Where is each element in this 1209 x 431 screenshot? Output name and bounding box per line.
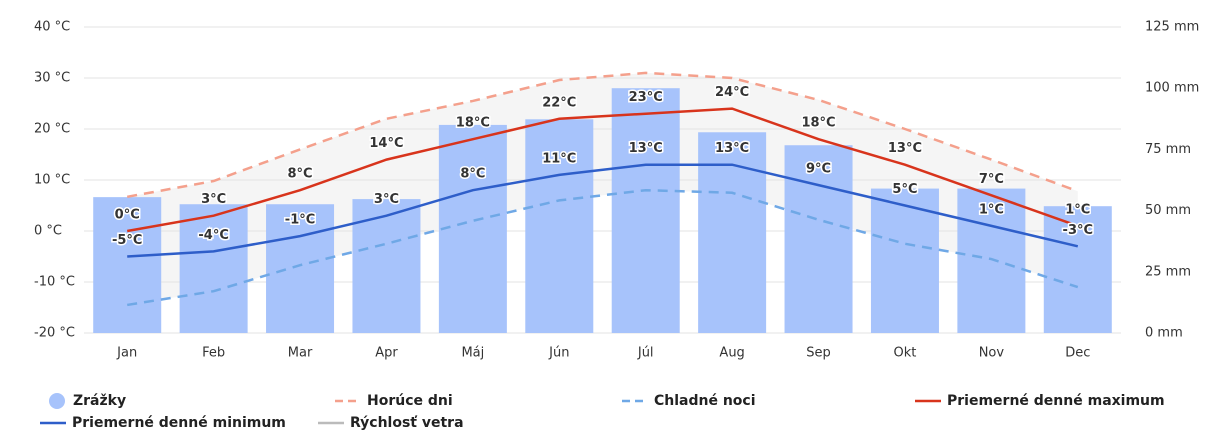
data-label: -5°C bbox=[112, 233, 142, 248]
x-tick-label: Mar bbox=[288, 346, 313, 361]
y-tick-label: 10 °C bbox=[34, 173, 70, 188]
y-tick-label: 40 °C bbox=[34, 20, 70, 35]
data-label: 22°C bbox=[542, 95, 576, 110]
y2-tick-label: 0 mm bbox=[1145, 326, 1183, 341]
data-label: 8°C bbox=[460, 167, 485, 182]
y2-tick-label: 25 mm bbox=[1145, 264, 1191, 279]
data-label: 1°C bbox=[979, 202, 1004, 217]
bar bbox=[438, 124, 507, 333]
data-label: 13°C bbox=[715, 141, 749, 156]
bar bbox=[1043, 206, 1112, 333]
legend-label: Priemerné denné minimum bbox=[72, 415, 286, 431]
bar bbox=[611, 88, 680, 333]
bar bbox=[525, 119, 594, 333]
line bbox=[126, 71, 1079, 199]
data-label: 5°C bbox=[892, 182, 917, 197]
x-tick-label: Jún bbox=[548, 346, 569, 361]
x-tick-label: Apr bbox=[375, 346, 398, 361]
data-label: 14°C bbox=[369, 136, 403, 151]
x-tick-label: Sep bbox=[806, 346, 831, 361]
data-label: 9°C bbox=[806, 162, 831, 177]
y-tick-label: 20 °C bbox=[34, 122, 70, 137]
y-tick-label: 30 °C bbox=[34, 71, 70, 86]
line bbox=[127, 163, 1079, 258]
y2-tick-label: 125 mm bbox=[1145, 20, 1199, 35]
bar bbox=[870, 188, 939, 333]
data-label: 0°C bbox=[115, 208, 140, 223]
y-tick-label: -10 °C bbox=[34, 275, 75, 290]
x-tick-label: Júl bbox=[637, 346, 654, 361]
data-label: -4°C bbox=[198, 228, 228, 243]
data-label: 13°C bbox=[888, 141, 922, 156]
x-tick-label: Aug bbox=[719, 346, 744, 361]
legend-label: Horúce dni bbox=[367, 393, 453, 409]
data-label: 3°C bbox=[201, 192, 226, 207]
y-tick-label: -20 °C bbox=[34, 326, 75, 341]
data-label: 24°C bbox=[715, 85, 749, 100]
x-tick-label: Dec bbox=[1065, 346, 1090, 361]
legend-label: Priemerné denné maximum bbox=[947, 393, 1165, 409]
bar bbox=[266, 204, 335, 333]
data-label: 1°C bbox=[1065, 202, 1090, 217]
bar bbox=[784, 145, 853, 333]
bar bbox=[352, 199, 421, 333]
x-tick-label: Feb bbox=[202, 346, 225, 361]
bar bbox=[93, 197, 162, 333]
data-label: 23°C bbox=[629, 90, 663, 105]
data-label: 13°C bbox=[629, 141, 663, 156]
bar bbox=[957, 188, 1026, 333]
legend-label: Rýchlosť vetra bbox=[350, 415, 464, 431]
data-label: -1°C bbox=[285, 213, 315, 228]
legend-label: Zrážky bbox=[73, 393, 126, 409]
y-tick-label: 0 °C bbox=[34, 224, 62, 239]
data-label: 18°C bbox=[801, 116, 835, 131]
x-tick-label: Okt bbox=[894, 346, 917, 361]
legend-marker bbox=[49, 393, 65, 409]
data-label: 11°C bbox=[542, 151, 576, 166]
y2-tick-label: 100 mm bbox=[1145, 81, 1199, 96]
bar bbox=[698, 132, 767, 333]
data-label: 7°C bbox=[979, 172, 1004, 187]
bar bbox=[179, 204, 248, 333]
data-label: 3°C bbox=[374, 192, 399, 207]
data-label: 18°C bbox=[456, 116, 490, 131]
line bbox=[126, 107, 1079, 233]
data-label: -3°C bbox=[1063, 223, 1093, 238]
x-tick-label: Jan bbox=[116, 346, 137, 361]
y2-tick-label: 75 mm bbox=[1145, 142, 1191, 157]
legend-label: Chladné noci bbox=[654, 393, 756, 409]
x-tick-label: Máj bbox=[461, 346, 484, 361]
line bbox=[127, 188, 1079, 307]
x-tick-label: Nov bbox=[979, 346, 1005, 361]
data-label: 8°C bbox=[287, 167, 312, 182]
y2-tick-label: 50 mm bbox=[1145, 203, 1191, 218]
